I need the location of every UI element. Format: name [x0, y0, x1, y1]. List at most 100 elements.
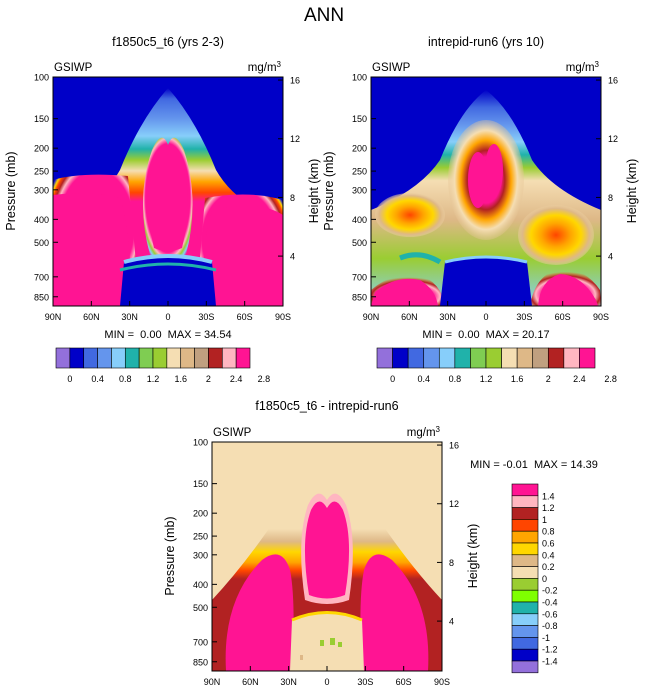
y2-axis-ticks: 16 12 8 4	[437, 441, 459, 627]
stats-text: MIN = 0.00 MAX = 20.17	[422, 329, 549, 341]
x-tick-label: 90N	[363, 312, 380, 322]
colorbar-swatch	[547, 347, 565, 369]
panel-title: intrepid-run6 (yrs 10)	[428, 35, 544, 49]
x-tick-label: 90S	[434, 677, 450, 687]
panel-title: f1850c5_t6 (yrs 2-3)	[112, 35, 224, 49]
colorbar-swatch	[511, 495, 539, 508]
colorbar-swatch	[407, 347, 425, 369]
colorbar-label: 0.8	[542, 527, 555, 537]
colorbar-swatch	[501, 347, 518, 369]
x-tick-label: 90N	[204, 677, 221, 687]
y2-tick-label: 12	[608, 134, 618, 144]
panel-top-left: f1850c5_t6 (yrs 2-3) GSIWP mg/m3 100 150 2…	[4, 35, 321, 384]
y2-tick-label: 12	[449, 499, 459, 509]
x-tick-label: 60N	[401, 312, 418, 322]
y-tick-label: 700	[352, 272, 367, 282]
stats-text: MIN = 0.00 MAX = 34.54	[104, 329, 231, 341]
y-tick-label: 400	[352, 215, 367, 225]
y2-axis-label: Height (km)	[466, 524, 480, 589]
colorbar-swatch	[152, 347, 168, 369]
units-label: mg/m3	[248, 60, 282, 74]
variable-label: GSIWP	[372, 62, 411, 74]
variable-label: GSIWP	[54, 62, 93, 74]
colorbar-swatch	[532, 347, 549, 369]
y-tick-label: 400	[193, 580, 208, 590]
colorbar-swatch	[511, 566, 539, 579]
colorbar-label: 2.4	[573, 374, 586, 384]
colorbar-swatch	[516, 347, 534, 369]
y-tick-label: 500	[193, 603, 208, 613]
colorbar: 1.4 1.2 1 0.8 0.60.4 0.2 0 -0.2 -0.4-0.6 -0.8 -1 -1…	[511, 483, 558, 674]
x-tick-label: 60S	[237, 312, 253, 322]
colorbar-swatch	[511, 519, 539, 532]
colorbar-label: 1.6	[511, 374, 524, 384]
y-tick-label: 700	[34, 272, 49, 282]
x-tick-label: 30S	[357, 677, 373, 687]
y-tick-label: 100	[352, 73, 367, 83]
colorbar-swatch	[111, 347, 126, 369]
y2-tick-label: 4	[290, 252, 295, 262]
colorbar-swatch	[423, 347, 440, 369]
x-tick-label: 30N	[121, 312, 138, 322]
colorbar-label: -1	[542, 633, 550, 643]
y2-axis-label: Height (km)	[625, 159, 639, 224]
y-tick-label: 250	[352, 167, 367, 177]
y-tick-label: 250	[34, 167, 49, 177]
colorbar-swatch	[470, 347, 487, 369]
colorbar-label: 1	[542, 515, 547, 525]
panel-bottom: f1850c5_t6 - intrepid-run6 GSIWP mg/m3 1…	[163, 399, 598, 687]
x-tick-label: 30S	[516, 312, 532, 322]
colorbar-label: 0	[542, 574, 547, 584]
x-tick-label: 60N	[242, 677, 259, 687]
colorbar-swatch	[511, 625, 539, 638]
colorbar-swatch	[511, 554, 539, 567]
y2-tick-label: 16	[290, 76, 300, 86]
colorbar-swatch	[138, 347, 154, 369]
y-tick-label: 700	[193, 637, 208, 647]
y2-axis-label: Height (km)	[307, 159, 321, 224]
x-tick-label: 30N	[280, 677, 297, 687]
y-tick-label: 150	[352, 114, 367, 124]
y-axis-ticks: 100 150 200 250 300 400 500 700 850	[193, 438, 217, 667]
colorbar-label: 2.4	[230, 374, 243, 384]
contour-field	[371, 77, 601, 306]
colorbar-swatch	[221, 347, 237, 369]
units-text: mg/m	[566, 62, 595, 74]
colorbar-label: 0.6	[542, 539, 555, 549]
colorbar-label: 1.2	[480, 374, 493, 384]
colorbar-swatch	[376, 347, 393, 369]
colorbar-swatch	[235, 347, 251, 369]
colorbar-swatch	[69, 347, 85, 369]
colorbar-label: -0.8	[542, 621, 558, 631]
y2-tick-label: 16	[608, 76, 618, 86]
contour-field	[212, 442, 442, 671]
x-tick-label: 90N	[45, 312, 62, 322]
colorbar-swatch	[579, 347, 596, 369]
colorbar-swatch	[511, 589, 539, 603]
y-tick-label: 850	[34, 292, 49, 302]
colorbar-swatch	[511, 578, 539, 591]
colorbar-label: 0.8	[449, 374, 462, 384]
x-tick-label: 30N	[439, 312, 456, 322]
x-tick-label: 90S	[593, 312, 609, 322]
colorbar-label: 0	[67, 374, 72, 384]
y-tick-label: 200	[34, 144, 49, 154]
y-tick-label: 400	[34, 215, 49, 225]
variable-label: GSIWP	[213, 427, 252, 439]
panel-title: f1850c5_t6 - intrepid-run6	[255, 399, 398, 413]
colorbar-label: 1.2	[147, 374, 160, 384]
colorbar-swatch	[511, 637, 539, 650]
colorbar-swatch	[485, 347, 502, 369]
contour-field	[53, 77, 283, 306]
y-tick-label: 200	[352, 144, 367, 154]
colorbar-label: 0.4	[542, 550, 555, 560]
y-tick-label: 850	[352, 292, 367, 302]
colorbar-swatch	[438, 347, 456, 369]
y2-tick-label: 16	[449, 441, 459, 451]
units-exponent: 3	[595, 60, 600, 69]
colorbar: 0 0.4 0.8 1.2 1.6 2 2.4 2.8	[376, 347, 617, 384]
panel-top-right: intrepid-run6 (yrs 10) GSIWP mg/m3 100 15…	[322, 35, 639, 384]
units-exponent: 3	[436, 425, 441, 434]
colorbar-swatch	[454, 347, 471, 369]
